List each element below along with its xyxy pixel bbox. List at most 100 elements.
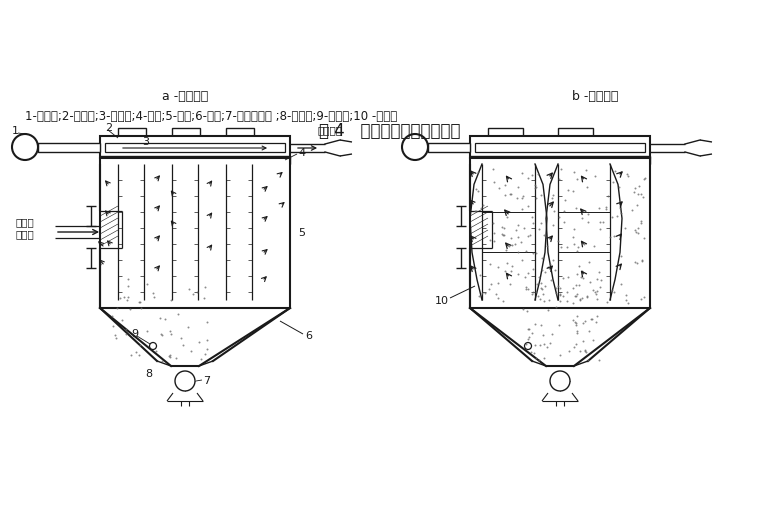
Point	[532, 291, 544, 300]
Point	[576, 274, 589, 282]
Point	[590, 318, 602, 327]
Point	[636, 256, 648, 264]
Point	[506, 240, 519, 249]
Point	[519, 247, 532, 255]
Point	[561, 242, 573, 251]
Point	[573, 347, 586, 356]
Point	[503, 242, 516, 250]
Point	[473, 292, 485, 300]
Point	[512, 233, 524, 241]
Point	[133, 351, 145, 359]
Bar	[475, 143, 645, 152]
Point	[589, 288, 601, 297]
Point	[568, 168, 580, 176]
Point	[573, 281, 586, 289]
Point	[530, 280, 543, 289]
Point	[635, 295, 647, 303]
Point	[523, 231, 536, 239]
Point	[200, 318, 213, 326]
Bar	[172, 128, 200, 136]
Point	[526, 265, 539, 273]
Text: 6: 6	[305, 331, 312, 341]
Bar	[100, 136, 290, 158]
Point	[187, 290, 200, 299]
Point	[529, 181, 541, 189]
Point	[553, 297, 566, 305]
Point	[544, 260, 556, 269]
Point	[633, 181, 646, 190]
Point	[590, 290, 602, 298]
Point	[586, 315, 598, 323]
Point	[547, 191, 559, 199]
Point	[165, 330, 177, 338]
Point	[526, 171, 538, 180]
Bar	[428, 143, 470, 152]
Point	[156, 331, 168, 339]
Point	[521, 335, 534, 343]
Point	[570, 292, 583, 300]
Bar	[100, 156, 290, 164]
Point	[529, 184, 541, 193]
Point	[571, 312, 583, 320]
Point	[590, 295, 603, 304]
Point	[594, 283, 606, 291]
Point	[573, 295, 586, 304]
Point	[558, 218, 570, 226]
Point	[488, 237, 500, 245]
Point	[121, 296, 133, 305]
Point	[522, 174, 534, 182]
Point	[107, 321, 119, 330]
Point	[498, 231, 511, 239]
Point	[487, 165, 499, 174]
Point	[512, 183, 524, 191]
Point	[572, 243, 584, 251]
Point	[526, 288, 539, 296]
Point	[547, 256, 559, 264]
Bar	[488, 128, 523, 136]
Point	[637, 292, 650, 301]
Point	[491, 279, 504, 287]
Point	[517, 193, 530, 201]
Point	[528, 320, 541, 328]
Point	[134, 340, 147, 349]
Point	[566, 232, 579, 241]
Point	[164, 327, 176, 336]
Point	[134, 298, 147, 306]
Point	[582, 209, 594, 218]
Point	[122, 275, 134, 284]
Point	[573, 261, 585, 270]
Point	[571, 329, 583, 337]
Point	[570, 340, 583, 348]
Point	[622, 171, 634, 180]
Point	[608, 232, 620, 241]
Point	[576, 214, 588, 222]
Point	[193, 338, 206, 346]
Point	[147, 289, 159, 298]
Point	[579, 346, 591, 355]
Point	[580, 348, 592, 356]
Point	[555, 243, 567, 251]
Point	[537, 289, 550, 298]
Point	[520, 339, 533, 348]
Point	[633, 229, 645, 237]
Point	[488, 218, 500, 227]
Point	[122, 292, 135, 301]
Point	[175, 333, 187, 342]
Point	[534, 191, 547, 199]
Point	[620, 170, 633, 179]
Point	[554, 284, 566, 292]
Point	[517, 305, 530, 313]
Bar	[105, 143, 285, 152]
Point	[122, 281, 135, 290]
Point	[523, 325, 535, 333]
Point	[155, 329, 168, 338]
Point	[608, 288, 620, 296]
Circle shape	[524, 342, 531, 349]
Point	[492, 294, 505, 302]
Point	[637, 193, 650, 201]
Point	[129, 348, 142, 356]
Point	[561, 296, 573, 305]
Point	[590, 287, 603, 295]
Point	[634, 217, 647, 226]
Point	[505, 234, 517, 242]
